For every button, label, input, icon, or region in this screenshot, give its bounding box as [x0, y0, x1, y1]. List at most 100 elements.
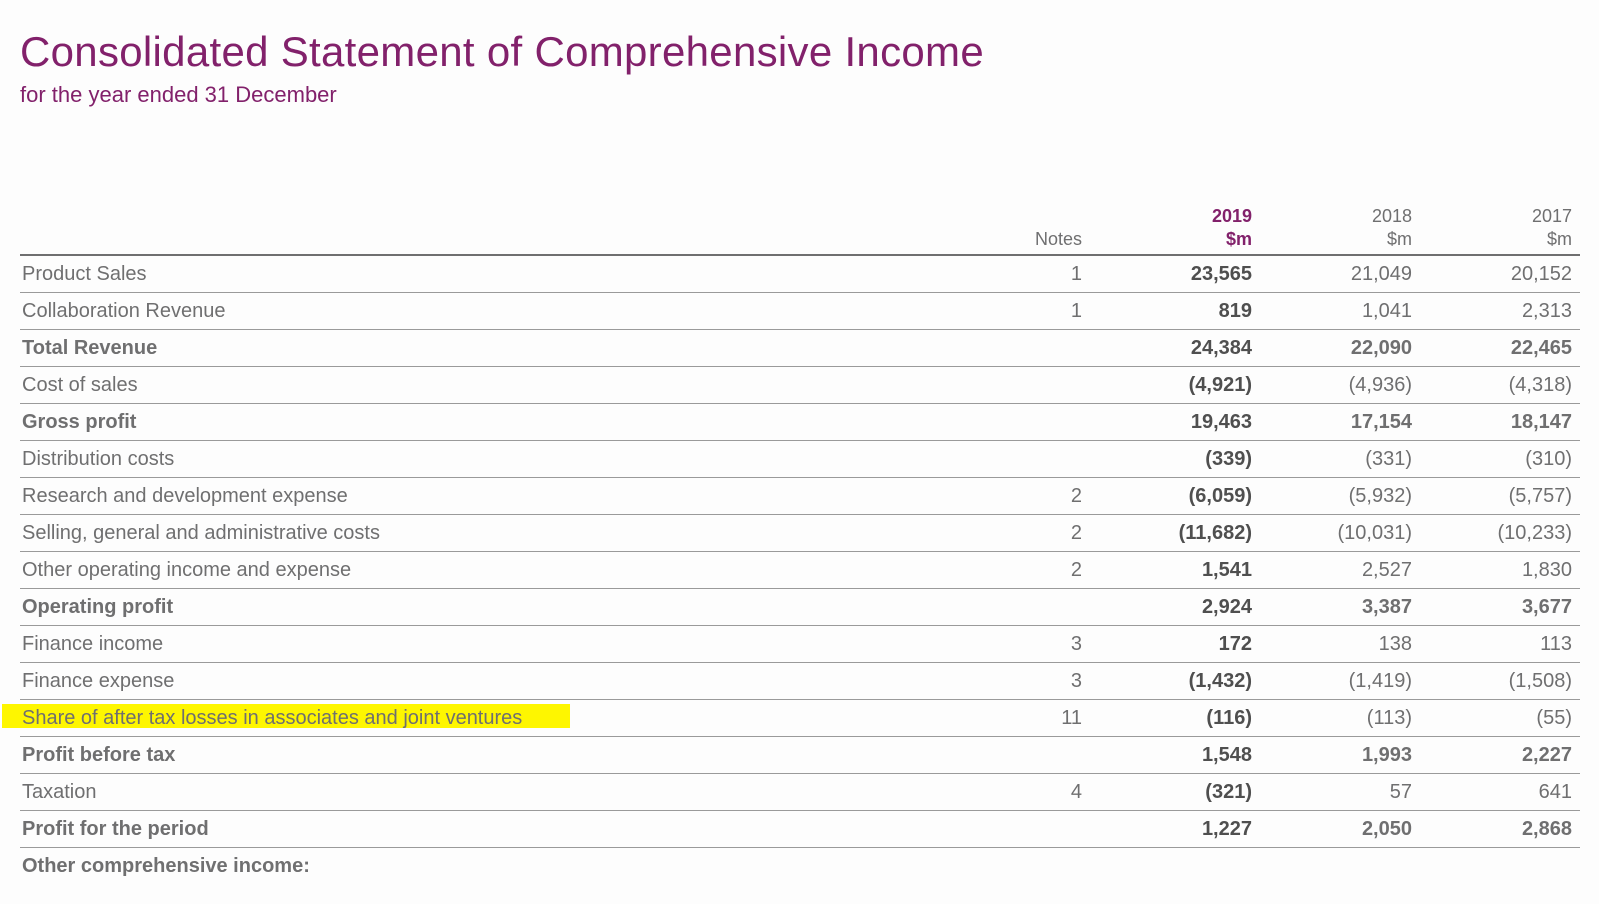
row-value-2018: 2,527 [1260, 552, 1420, 589]
row-value-2019 [1090, 848, 1260, 885]
row-value-2018: 21,049 [1260, 255, 1420, 293]
col-header-notes: Notes [980, 198, 1090, 255]
row-value-2017: 18,147 [1420, 404, 1580, 441]
row-notes [980, 811, 1090, 848]
row-notes [980, 848, 1090, 885]
row-notes [980, 589, 1090, 626]
row-value-2019: (6,059) [1090, 478, 1260, 515]
row-value-2017: (4,318) [1420, 367, 1580, 404]
row-label: Distribution costs [20, 441, 980, 478]
row-value-2018: (331) [1260, 441, 1420, 478]
row-notes: 11 [980, 700, 1090, 737]
row-notes: 3 [980, 626, 1090, 663]
row-notes [980, 737, 1090, 774]
row-value-2017: 2,313 [1420, 293, 1580, 330]
row-value-2019: 2,924 [1090, 589, 1260, 626]
row-notes: 1 [980, 293, 1090, 330]
row-value-2017: (55) [1420, 700, 1580, 737]
row-notes: 4 [980, 774, 1090, 811]
table-row: Share of after tax losses in associates … [20, 700, 1580, 737]
table-row: Other comprehensive income: [20, 848, 1580, 885]
row-value-2017: 1,830 [1420, 552, 1580, 589]
table-row: Other operating income and expense21,541… [20, 552, 1580, 589]
row-value-2019: (4,921) [1090, 367, 1260, 404]
row-value-2018: (10,031) [1260, 515, 1420, 552]
row-value-2017: 2,868 [1420, 811, 1580, 848]
row-value-2019: (339) [1090, 441, 1260, 478]
table-row: Finance income3172138113 [20, 626, 1580, 663]
row-value-2017: 641 [1420, 774, 1580, 811]
col-header-2017: 2017$m [1420, 198, 1580, 255]
row-value-2019: (1,432) [1090, 663, 1260, 700]
row-label: Share of after tax losses in associates … [20, 700, 980, 737]
row-notes [980, 404, 1090, 441]
row-value-2019: 19,463 [1090, 404, 1260, 441]
row-label: Taxation [20, 774, 980, 811]
table-row: Finance expense3(1,432)(1,419)(1,508) [20, 663, 1580, 700]
col-header-2018: 2018$m [1260, 198, 1420, 255]
table-row: Distribution costs (339)(331)(310) [20, 441, 1580, 478]
row-label: Other operating income and expense [20, 552, 980, 589]
row-label: Operating profit [20, 589, 980, 626]
page-subtitle: for the year ended 31 December [20, 82, 1579, 108]
col-header-2019: 2019$m [1090, 198, 1260, 255]
table-row: Collaboration Revenue18191,0412,313 [20, 293, 1580, 330]
row-value-2018: (4,936) [1260, 367, 1420, 404]
row-value-2019: 1,548 [1090, 737, 1260, 774]
row-value-2018: 17,154 [1260, 404, 1420, 441]
row-label: Product Sales [20, 255, 980, 293]
table-row: Gross profit 19,46317,15418,147 [20, 404, 1580, 441]
table-row: Profit before tax 1,5481,9932,227 [20, 737, 1580, 774]
row-value-2017: 22,465 [1420, 330, 1580, 367]
row-notes: 3 [980, 663, 1090, 700]
row-notes [980, 441, 1090, 478]
row-value-2018: 1,993 [1260, 737, 1420, 774]
table-row: Operating profit 2,9243,3873,677 [20, 589, 1580, 626]
row-notes [980, 330, 1090, 367]
row-value-2018: 3,387 [1260, 589, 1420, 626]
row-label: Gross profit [20, 404, 980, 441]
row-value-2019: 819 [1090, 293, 1260, 330]
row-value-2019: 23,565 [1090, 255, 1260, 293]
table-row: Selling, general and administrative cost… [20, 515, 1580, 552]
row-value-2019: (116) [1090, 700, 1260, 737]
row-value-2018: (1,419) [1260, 663, 1420, 700]
row-notes: 2 [980, 515, 1090, 552]
page: Consolidated Statement of Comprehensive … [0, 0, 1599, 904]
row-value-2018 [1260, 848, 1420, 885]
row-value-2018: (5,932) [1260, 478, 1420, 515]
row-value-2018: 22,090 [1260, 330, 1420, 367]
table-header-row: Notes 2019$m 2018$m 2017$m [20, 198, 1580, 255]
income-statement-table: Notes 2019$m 2018$m 2017$m Product Sales… [20, 198, 1580, 884]
row-value-2017: 3,677 [1420, 589, 1580, 626]
row-label: Profit before tax [20, 737, 980, 774]
row-notes: 2 [980, 552, 1090, 589]
row-notes: 1 [980, 255, 1090, 293]
row-value-2019: (321) [1090, 774, 1260, 811]
row-value-2018: 1,041 [1260, 293, 1420, 330]
row-value-2017: (5,757) [1420, 478, 1580, 515]
row-notes: 2 [980, 478, 1090, 515]
row-label: Other comprehensive income: [20, 848, 980, 885]
table-row: Total Revenue24,38422,09022,465 [20, 330, 1580, 367]
row-label: Finance expense [20, 663, 980, 700]
row-label: Profit for the period [20, 811, 980, 848]
row-value-2017: (10,233) [1420, 515, 1580, 552]
row-notes [980, 367, 1090, 404]
row-label: Cost of sales [20, 367, 980, 404]
row-value-2017: (1,508) [1420, 663, 1580, 700]
row-value-2019: 1,227 [1090, 811, 1260, 848]
row-value-2019: (11,682) [1090, 515, 1260, 552]
row-label: Collaboration Revenue [20, 293, 980, 330]
row-value-2017: 20,152 [1420, 255, 1580, 293]
row-value-2018: 2,050 [1260, 811, 1420, 848]
table-row: Product Sales123,56521,04920,152 [20, 255, 1580, 293]
table-row: Cost of sales (4,921)(4,936)(4,318) [20, 367, 1580, 404]
row-value-2017 [1420, 848, 1580, 885]
table-row: Taxation4(321)57641 [20, 774, 1580, 811]
row-label-text: Share of after tax losses in associates … [22, 707, 522, 729]
row-value-2017: 2,227 [1420, 737, 1580, 774]
row-value-2019: 172 [1090, 626, 1260, 663]
row-label: Selling, general and administrative cost… [20, 515, 980, 552]
row-value-2017: (310) [1420, 441, 1580, 478]
